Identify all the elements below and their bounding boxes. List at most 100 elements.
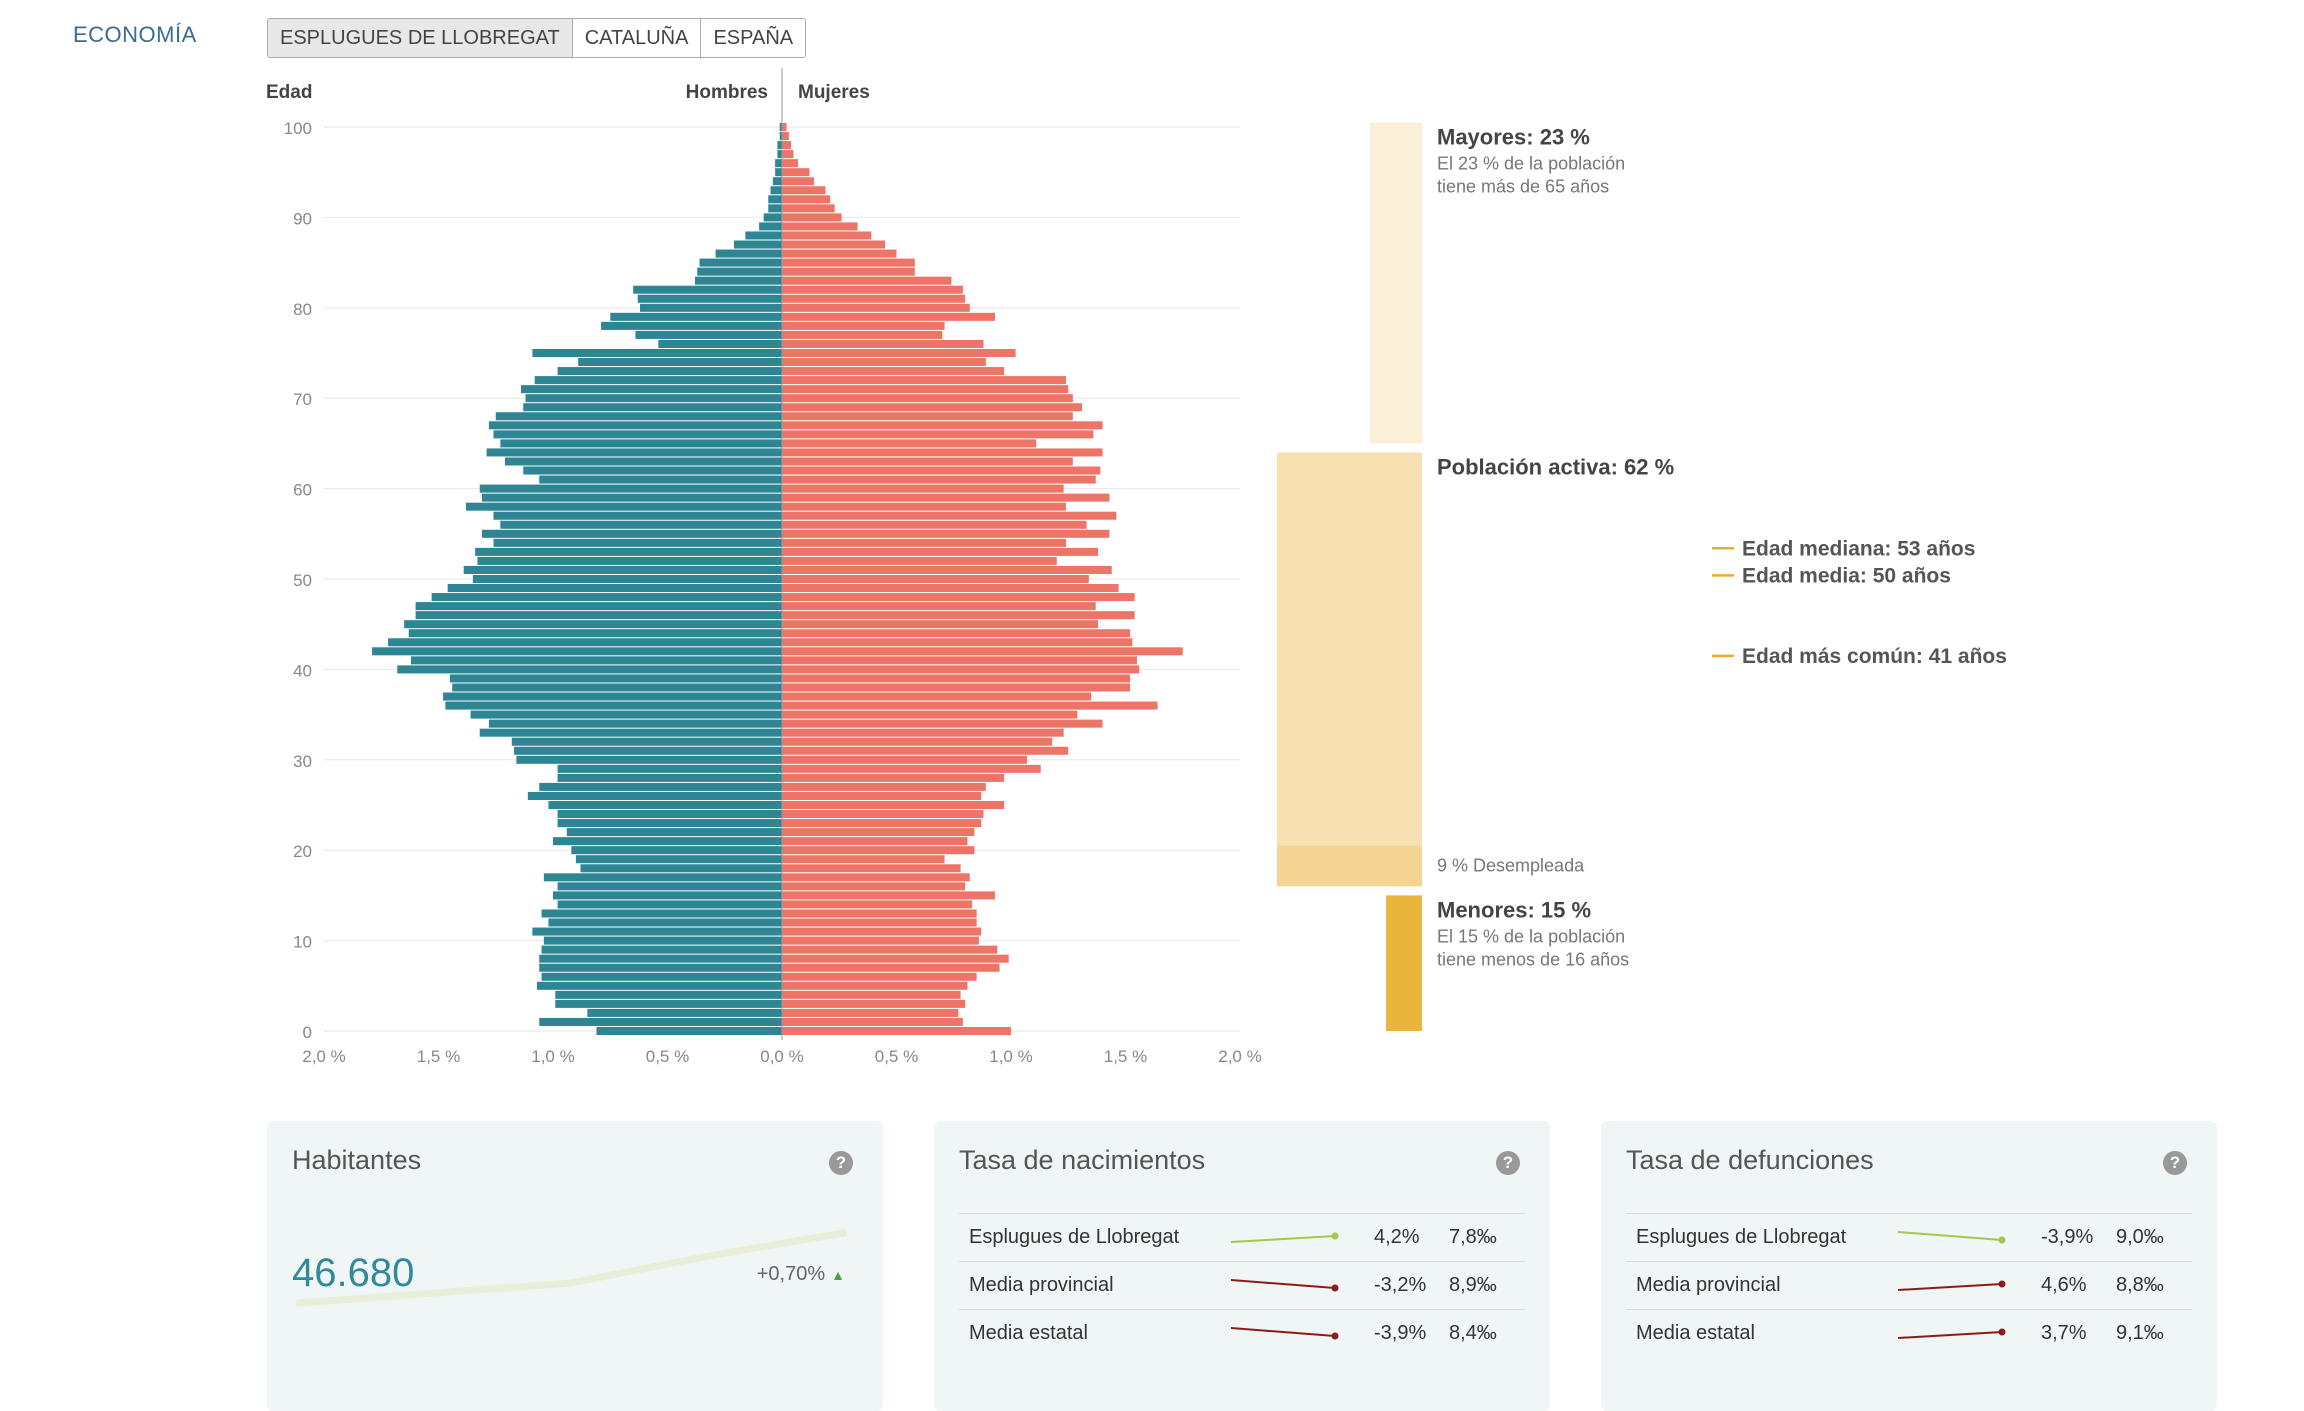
bar-hombres <box>539 954 782 963</box>
row-pct: -3,9% <box>1374 1322 1427 1344</box>
bar-hombres <box>555 990 782 999</box>
bar-mujeres <box>782 348 1016 358</box>
tab-cataluna[interactable]: CATALUÑA <box>572 19 702 57</box>
bar-mujeres <box>782 701 1158 710</box>
menores-title: Menores: 15 % <box>1437 897 1591 922</box>
row-rate: 8,8‰ <box>2116 1274 2164 1296</box>
bar-hombres <box>635 330 782 339</box>
trend-point <box>1331 1332 1339 1340</box>
bar-hombres <box>640 303 782 312</box>
bar-mujeres <box>782 493 1110 502</box>
tab-esplugues[interactable]: ESPLUGUES DE LLOBREGAT <box>268 19 573 57</box>
bar-hombres <box>411 656 782 665</box>
bar-mujeres <box>782 1017 963 1026</box>
bar-mujeres <box>782 683 1131 692</box>
y-axis-title: Edad <box>266 82 312 103</box>
bar-mujeres <box>782 240 886 249</box>
bar-mujeres <box>782 837 968 846</box>
row-name: Media estatal <box>1636 1322 1755 1344</box>
bar-hombres <box>587 1008 782 1017</box>
bar-mujeres <box>782 421 1103 430</box>
y-tick-label: 60 <box>293 481 312 500</box>
y-tick-label: 100 <box>284 119 312 138</box>
bar-hombres <box>775 159 782 168</box>
bar-hombres <box>534 376 782 385</box>
rate-table: Esplugues de Llobregat -3,9% 9,0‰ Media pro… <box>1626 1213 2192 1357</box>
help-icon[interactable]: ? <box>829 1151 853 1175</box>
stat-label: Edad mediana: 53 años <box>1742 537 1975 560</box>
bar-hombres <box>553 891 782 900</box>
bar-mujeres <box>782 204 835 213</box>
tab-espana[interactable]: ESPAÑA <box>701 19 806 57</box>
bar-mujeres <box>782 828 975 837</box>
x-tick-label: 1,0 % <box>531 1047 574 1066</box>
bar-mujeres <box>782 602 1096 611</box>
bar-mujeres <box>782 186 826 195</box>
bar-mujeres <box>782 936 979 945</box>
row-rate: 8,9‰ <box>1449 1274 1497 1296</box>
bar-hombres <box>477 556 782 565</box>
bar-mujeres <box>782 177 815 186</box>
section-label[interactable]: ECONOMÍA <box>73 22 197 47</box>
bar-hombres <box>694 276 782 285</box>
bar-hombres <box>516 755 782 764</box>
row-name: Esplugues de Llobregat <box>969 1226 1180 1248</box>
bar-hombres <box>539 475 782 484</box>
bar-hombres <box>415 602 782 611</box>
bar-hombres <box>775 168 782 177</box>
trend-sparkline <box>1230 1279 1339 1292</box>
bar-mujeres <box>782 168 810 177</box>
bar-hombres <box>470 710 782 719</box>
bar-hombres <box>779 122 782 132</box>
bar-hombres <box>431 593 782 602</box>
bar-hombres <box>543 936 782 945</box>
tasa-defunciones-card: Tasa de defunciones ? Esplugues de Llobr… <box>1601 1121 2217 1411</box>
bar-mujeres <box>782 819 982 828</box>
bar-hombres <box>472 574 782 584</box>
bar-mujeres <box>782 358 986 367</box>
bar-mujeres <box>782 448 1103 457</box>
menores-block <box>1386 895 1422 1031</box>
bar-hombres <box>610 312 782 321</box>
bar-mujeres <box>782 394 1073 403</box>
row-rate: 7,8‰ <box>1449 1226 1497 1248</box>
help-icon[interactable]: ? <box>1496 1151 1520 1175</box>
bar-hombres <box>633 285 782 294</box>
bar-hombres <box>571 846 782 855</box>
bar-hombres <box>578 358 782 367</box>
bar-hombres <box>527 791 782 800</box>
bar-mujeres <box>782 864 961 873</box>
bar-mujeres <box>782 321 945 330</box>
bar-mujeres <box>782 231 872 240</box>
bar-hombres <box>523 466 782 475</box>
bar-mujeres <box>782 665 1140 674</box>
bar-hombres <box>445 701 782 710</box>
population-trend-sparkline <box>295 1229 847 1307</box>
bar-mujeres <box>782 990 961 999</box>
rate-row: Media provincial -3,2% 8,9‰ <box>959 1261 1525 1309</box>
bar-hombres <box>397 665 782 674</box>
bar-hombres <box>536 981 782 990</box>
trend-sparkline <box>1897 1280 2006 1291</box>
stat-label: Edad media: 50 años <box>1742 564 1951 587</box>
bar-mujeres <box>782 457 1073 466</box>
bar-hombres <box>768 195 782 204</box>
bar-hombres <box>452 683 782 692</box>
bar-hombres <box>488 719 782 728</box>
bar-mujeres <box>782 150 794 159</box>
bar-hombres <box>532 348 782 358</box>
trend-point <box>1998 1328 2006 1336</box>
bar-mujeres <box>782 810 984 819</box>
population-value: 46.680 <box>292 1251 415 1295</box>
card-title: Tasa de defunciones <box>1626 1145 1874 1175</box>
bar-hombres <box>539 782 782 791</box>
hombres-label: Hombres <box>686 82 768 103</box>
help-icon[interactable]: ? <box>2163 1151 2187 1175</box>
bar-mujeres <box>782 376 1066 385</box>
x-tick-label: 1,0 % <box>989 1047 1032 1066</box>
bar-mujeres <box>782 339 984 348</box>
bar-mujeres <box>782 430 1094 439</box>
bar-mujeres <box>782 466 1101 475</box>
mayores-title: Mayores: 23 % <box>1437 124 1590 149</box>
bar-hombres <box>543 873 782 882</box>
